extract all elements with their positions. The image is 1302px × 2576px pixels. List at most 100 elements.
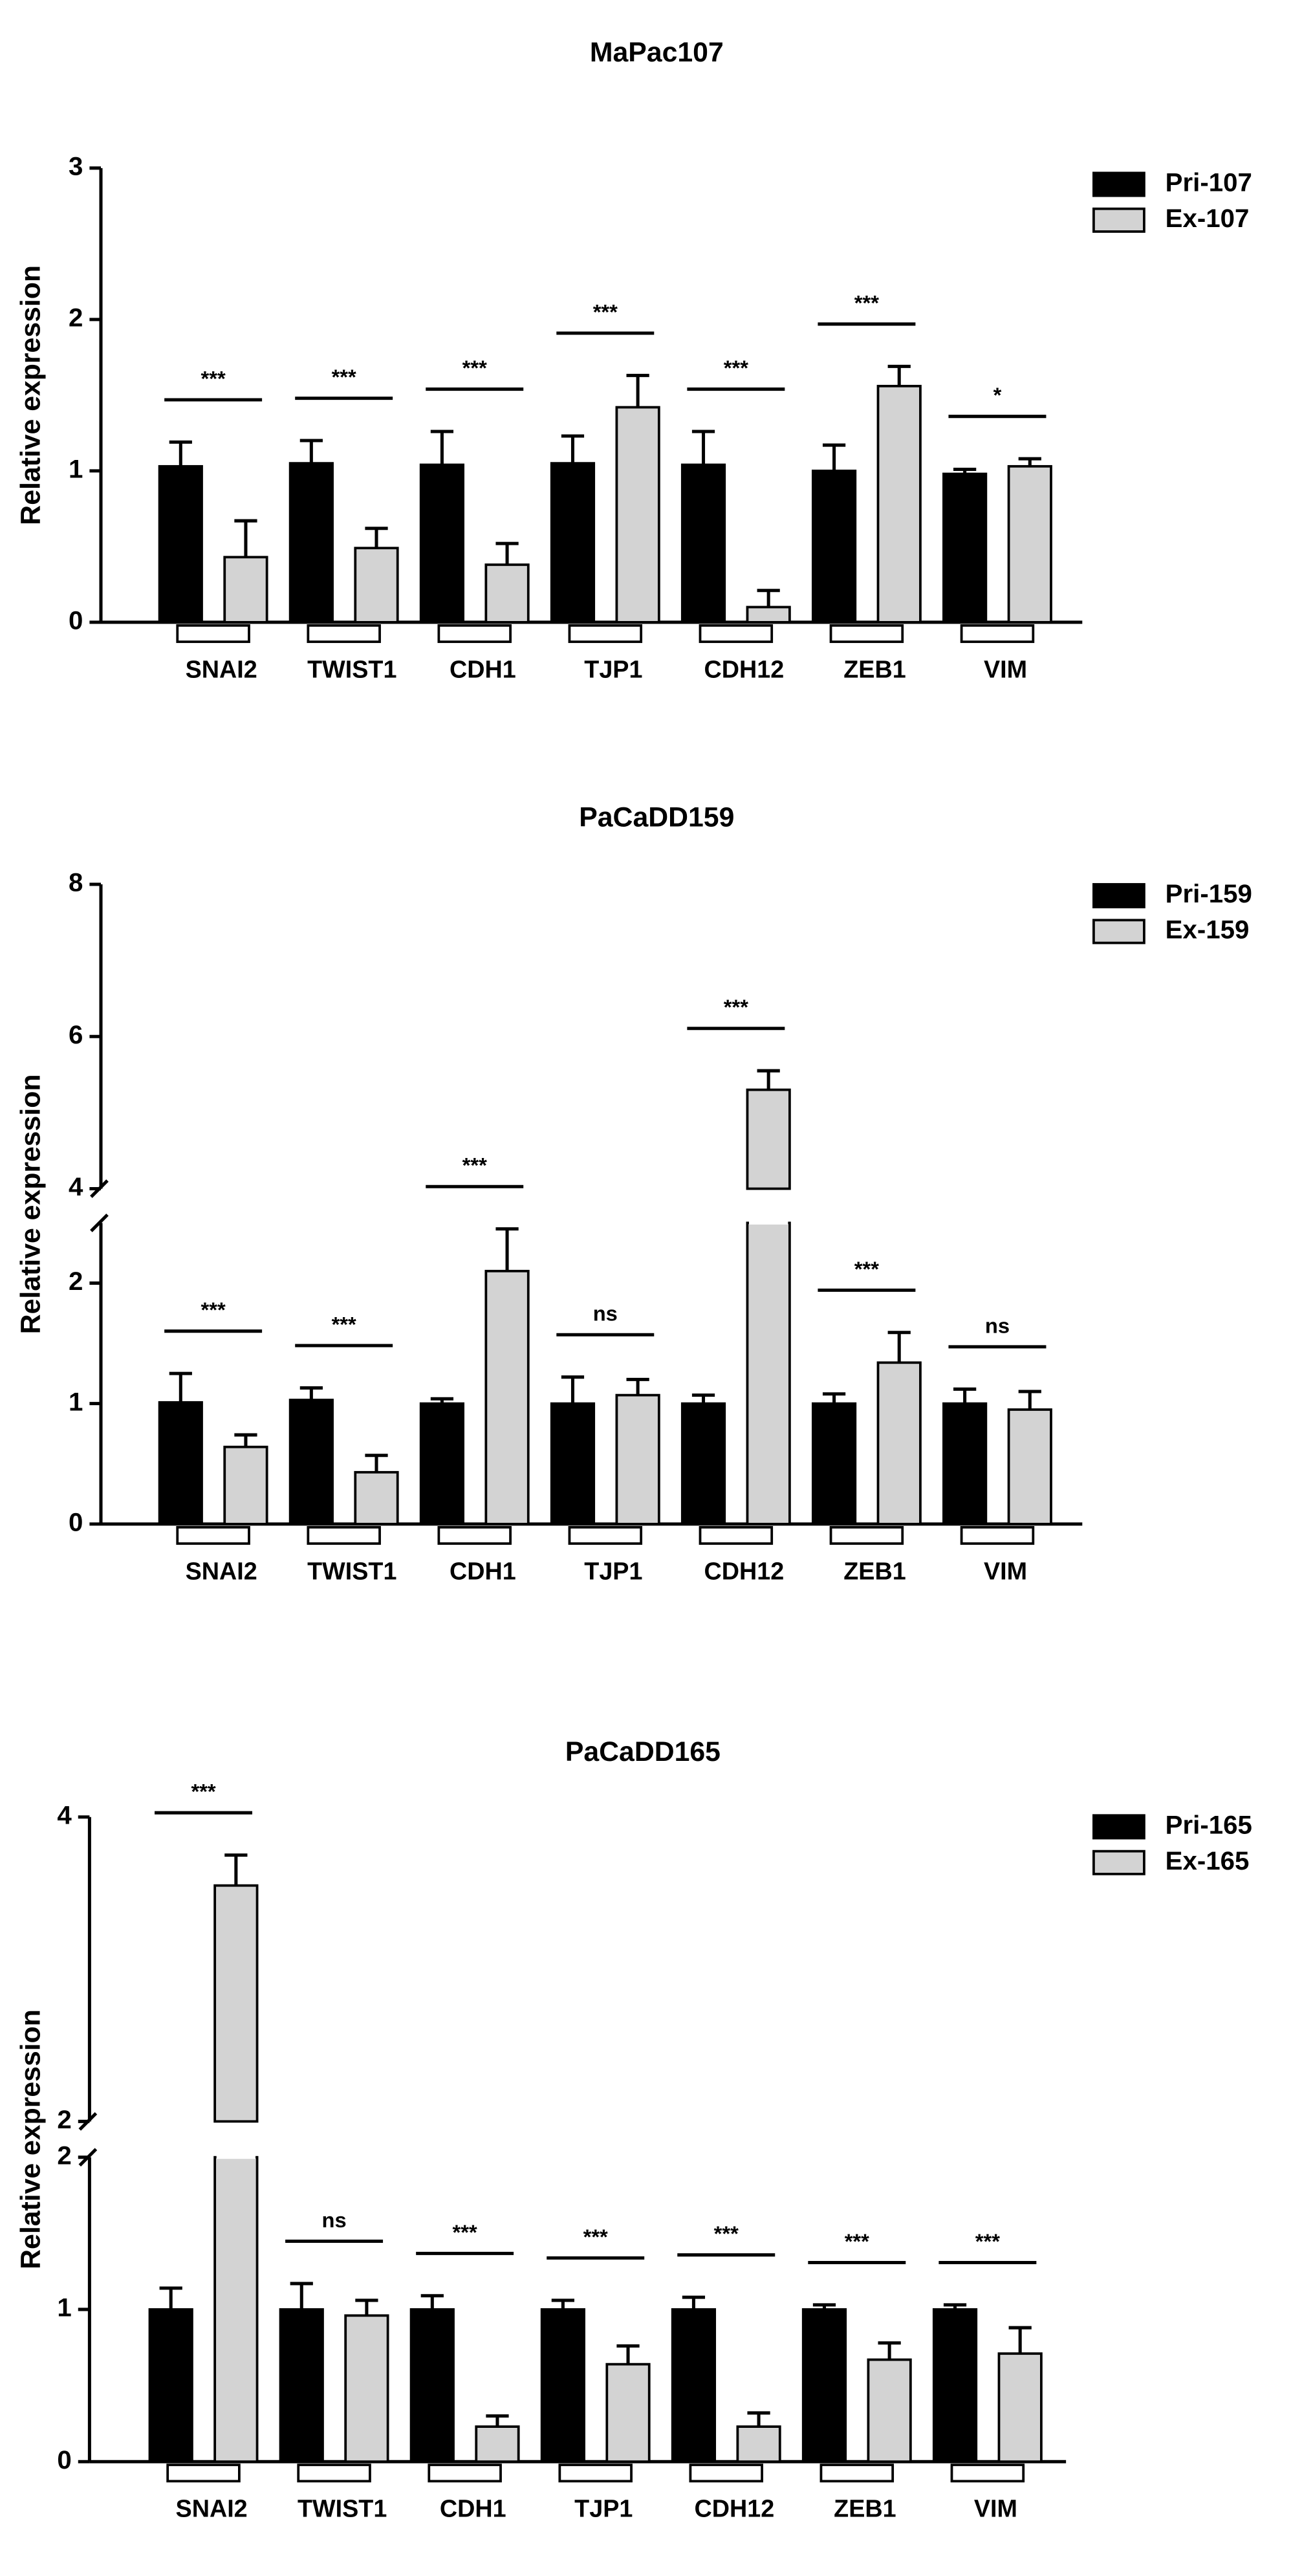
bar: [213, 1884, 259, 2123]
y-tick-label: 2: [57, 2141, 71, 2170]
bar: [213, 2156, 259, 2463]
bar: [746, 1088, 791, 1190]
error-bar: [224, 1853, 248, 1886]
legend-label: Ex-165: [1166, 1846, 1250, 1875]
significance-label: ***: [191, 1780, 215, 1804]
axis-box: [176, 1526, 250, 1545]
bar: [550, 1402, 596, 1525]
error-bar: [169, 1371, 192, 1403]
error-bar: [878, 2341, 901, 2360]
bar: [736, 2425, 781, 2463]
error-bar: [495, 541, 519, 565]
axis-break: [90, 1213, 109, 1232]
y-tick-label: 4: [57, 1800, 72, 1829]
error-bar: [616, 2344, 640, 2364]
error-bar: [626, 1377, 649, 1395]
error-bar: [943, 2303, 967, 2309]
error-bar: [430, 1397, 454, 1404]
error-bar: [953, 467, 977, 474]
significance-label: ***: [724, 356, 748, 380]
error-bar: [365, 527, 388, 549]
significance-label: ns: [322, 2208, 347, 2232]
x-tick-label: TJP1: [574, 2495, 633, 2522]
legend-swatch: [1092, 207, 1145, 233]
bar: [811, 1402, 857, 1525]
bar: [671, 2308, 717, 2463]
bar: [354, 1470, 399, 1525]
error-bar: [355, 2298, 378, 2316]
axis-box: [819, 2463, 895, 2483]
significance-label: ***: [332, 365, 356, 389]
error-bar: [757, 1069, 780, 1090]
significance-label: *: [993, 383, 1002, 407]
chart-title: PaCaDD159: [579, 802, 734, 833]
significance-label: ***: [854, 1257, 879, 1281]
x-tick-label: VIM: [984, 1557, 1027, 1584]
y-tick-label: 1: [69, 454, 83, 483]
y-tick-label: 4: [69, 1172, 83, 1201]
legend-swatch: [1092, 1850, 1145, 1875]
y-tick-label: 2: [69, 1267, 83, 1296]
legend-label: Pri-107: [1166, 168, 1252, 197]
x-tick-label: SNAI2: [186, 1557, 257, 1584]
axis-box: [307, 624, 381, 643]
significance-label: ***: [714, 2221, 739, 2245]
x-tick-label: ZEB1: [843, 655, 906, 682]
bar: [932, 2308, 978, 2463]
bar: [867, 2358, 912, 2463]
bar: [680, 1402, 726, 1525]
bar: [942, 1402, 988, 1525]
x-tick-label: TJP1: [584, 655, 642, 682]
y-tick-label: 0: [69, 1507, 83, 1536]
axis-box: [437, 624, 512, 643]
bar: [419, 463, 465, 624]
error-bar: [551, 2298, 574, 2309]
error-bar: [691, 430, 715, 465]
axis-box: [568, 1526, 643, 1545]
error-bar: [290, 2282, 313, 2309]
y-tick-label: 2: [69, 303, 83, 332]
bar: [615, 1393, 660, 1525]
axis-box: [829, 624, 904, 643]
error-bar: [561, 1375, 585, 1404]
significance-label: ***: [583, 2225, 608, 2249]
bar: [746, 606, 791, 624]
legend-label: Pri-165: [1166, 1811, 1252, 1840]
significance-label: ***: [201, 366, 226, 390]
error-bar: [299, 439, 323, 464]
legend-label: Pri-159: [1166, 879, 1252, 908]
error-bar: [887, 1331, 911, 1363]
x-tick-label: CDH1: [440, 2495, 506, 2522]
x-tick-label: CDH12: [704, 655, 785, 682]
axis-box: [428, 2463, 502, 2483]
y-tick-label: 1: [57, 2293, 71, 2322]
significance-label: ***: [593, 300, 618, 323]
bar: [419, 1402, 465, 1525]
bar: [344, 2314, 389, 2463]
axis-box: [950, 2463, 1025, 2483]
y-tick-label: 6: [69, 1020, 83, 1049]
bar: [746, 1221, 791, 1525]
significance-label: ***: [332, 1312, 356, 1336]
bar: [288, 1399, 334, 1525]
bar: [223, 556, 268, 624]
axis-box: [307, 1526, 381, 1545]
axis-box: [960, 1526, 1035, 1545]
legend-swatch: [1092, 919, 1145, 944]
bar: [1007, 1408, 1052, 1525]
bar: [615, 406, 660, 624]
error-bar: [420, 2294, 444, 2309]
bar: [148, 2308, 193, 2463]
axis-box: [699, 1526, 774, 1545]
y-tick-label: 0: [57, 2445, 71, 2474]
bar: [1007, 464, 1052, 624]
axis-box: [297, 2463, 371, 2483]
error-bar: [747, 2411, 770, 2427]
error-bar: [691, 1393, 715, 1404]
axis-box: [568, 624, 643, 643]
x-tick-label: TWIST1: [298, 2495, 387, 2522]
error-bar: [486, 2414, 509, 2427]
bar: [550, 462, 596, 624]
x-tick-label: ZEB1: [843, 1557, 906, 1584]
y-axis-label: Relative expression: [16, 2009, 47, 2269]
